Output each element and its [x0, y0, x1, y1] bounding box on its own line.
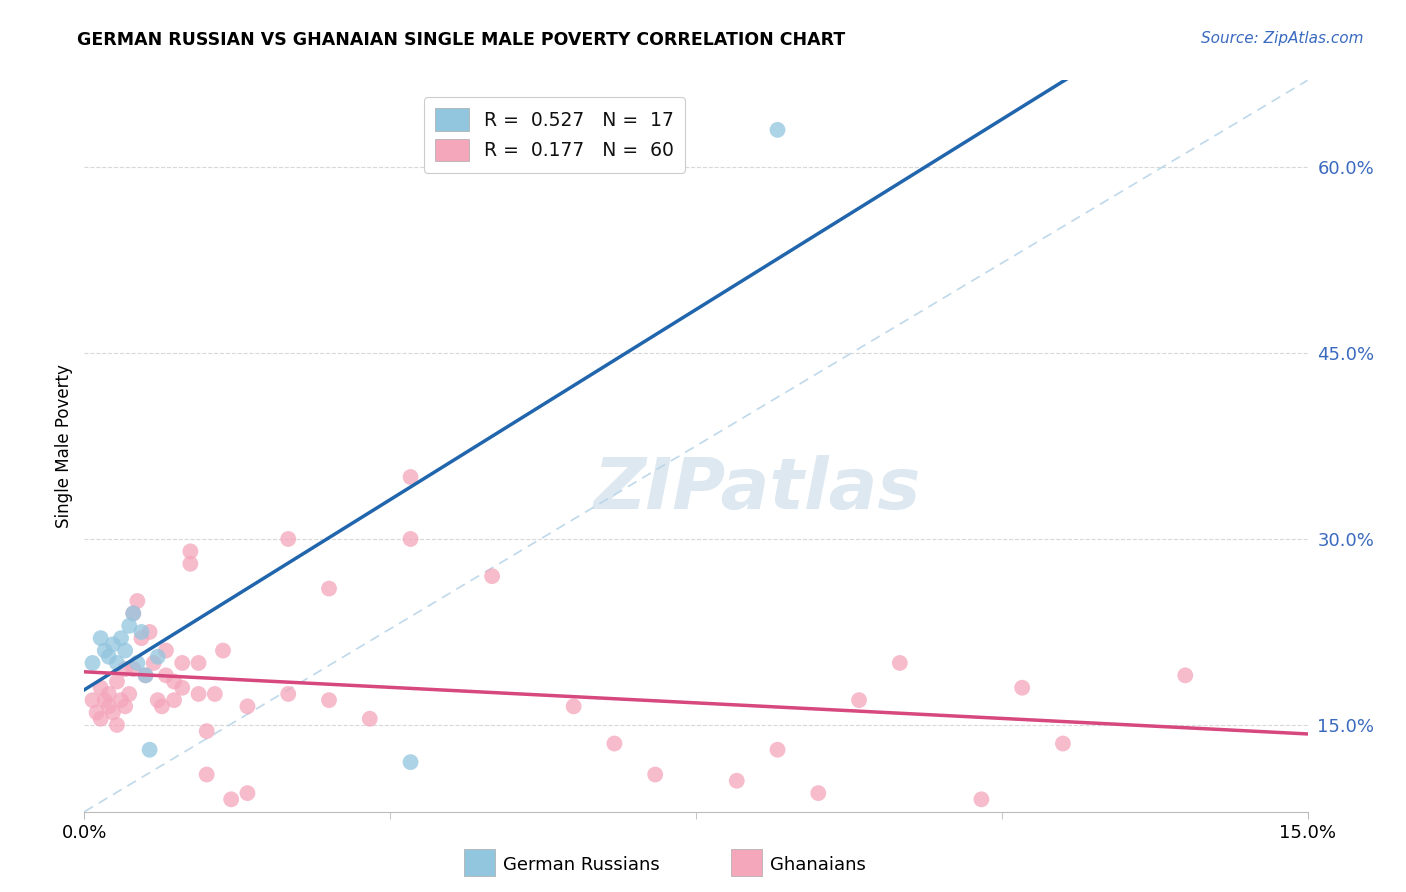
Text: ZIPatlas: ZIPatlas — [593, 456, 921, 524]
Point — [219, 792, 242, 806]
Point — [105, 674, 128, 689]
Point — [93, 643, 115, 657]
Point — [110, 693, 132, 707]
Point — [118, 687, 141, 701]
Point — [97, 699, 120, 714]
FancyBboxPatch shape — [464, 849, 495, 876]
Point — [725, 773, 748, 788]
Point — [807, 786, 830, 800]
Text: Source: ZipAtlas.com: Source: ZipAtlas.com — [1201, 31, 1364, 46]
Point — [212, 643, 235, 657]
Point — [93, 693, 115, 707]
Point — [122, 607, 145, 621]
Point — [90, 631, 112, 645]
Point — [101, 637, 124, 651]
Point — [138, 624, 160, 639]
Point — [97, 687, 120, 701]
Text: Ghanaians: Ghanaians — [770, 856, 866, 874]
Point — [110, 631, 132, 645]
Point — [114, 643, 136, 657]
Point — [562, 699, 585, 714]
Point — [766, 123, 789, 137]
Point — [318, 582, 340, 596]
Y-axis label: Single Male Poverty: Single Male Poverty — [55, 364, 73, 528]
Point — [105, 656, 128, 670]
Point — [399, 755, 422, 769]
Point — [122, 607, 145, 621]
Legend: R =  0.527   N =  17, R =  0.177   N =  60: R = 0.527 N = 17, R = 0.177 N = 60 — [425, 97, 685, 173]
Point — [277, 687, 299, 701]
Point — [179, 557, 201, 571]
Point — [142, 656, 165, 670]
Point — [359, 712, 381, 726]
Point — [848, 693, 870, 707]
Point — [155, 668, 177, 682]
Point — [644, 767, 666, 781]
Point — [127, 656, 149, 670]
Point — [82, 693, 104, 707]
Point — [399, 470, 422, 484]
Point — [172, 681, 194, 695]
Point — [889, 656, 911, 670]
Point — [172, 656, 194, 670]
Point — [122, 662, 145, 676]
Point — [127, 594, 149, 608]
Point — [163, 674, 186, 689]
Point — [138, 743, 160, 757]
Point — [766, 743, 789, 757]
Point — [105, 718, 128, 732]
Point — [114, 699, 136, 714]
Point — [155, 643, 177, 657]
Point — [90, 681, 112, 695]
Point — [195, 724, 218, 739]
Point — [195, 767, 218, 781]
Point — [97, 649, 120, 664]
Point — [399, 532, 422, 546]
Point — [146, 693, 169, 707]
Point — [481, 569, 503, 583]
Point — [1174, 668, 1197, 682]
Point — [82, 656, 104, 670]
Point — [318, 693, 340, 707]
Point — [204, 687, 226, 701]
Point — [163, 693, 186, 707]
Point — [146, 649, 169, 664]
Point — [1052, 737, 1074, 751]
Point — [135, 668, 157, 682]
Point — [131, 624, 153, 639]
FancyBboxPatch shape — [731, 849, 762, 876]
Point — [277, 532, 299, 546]
Point — [187, 687, 209, 701]
Point — [101, 706, 124, 720]
Text: GERMAN RUSSIAN VS GHANAIAN SINGLE MALE POVERTY CORRELATION CHART: GERMAN RUSSIAN VS GHANAIAN SINGLE MALE P… — [77, 31, 845, 49]
Point — [236, 786, 259, 800]
Point — [118, 619, 141, 633]
Point — [1011, 681, 1033, 695]
Point — [114, 662, 136, 676]
Point — [135, 668, 157, 682]
Point — [603, 737, 626, 751]
Point — [970, 792, 993, 806]
Point — [187, 656, 209, 670]
Point — [90, 712, 112, 726]
Point — [86, 706, 108, 720]
Point — [131, 631, 153, 645]
Text: German Russians: German Russians — [503, 856, 659, 874]
Point — [179, 544, 201, 558]
Point — [236, 699, 259, 714]
Point — [150, 699, 173, 714]
